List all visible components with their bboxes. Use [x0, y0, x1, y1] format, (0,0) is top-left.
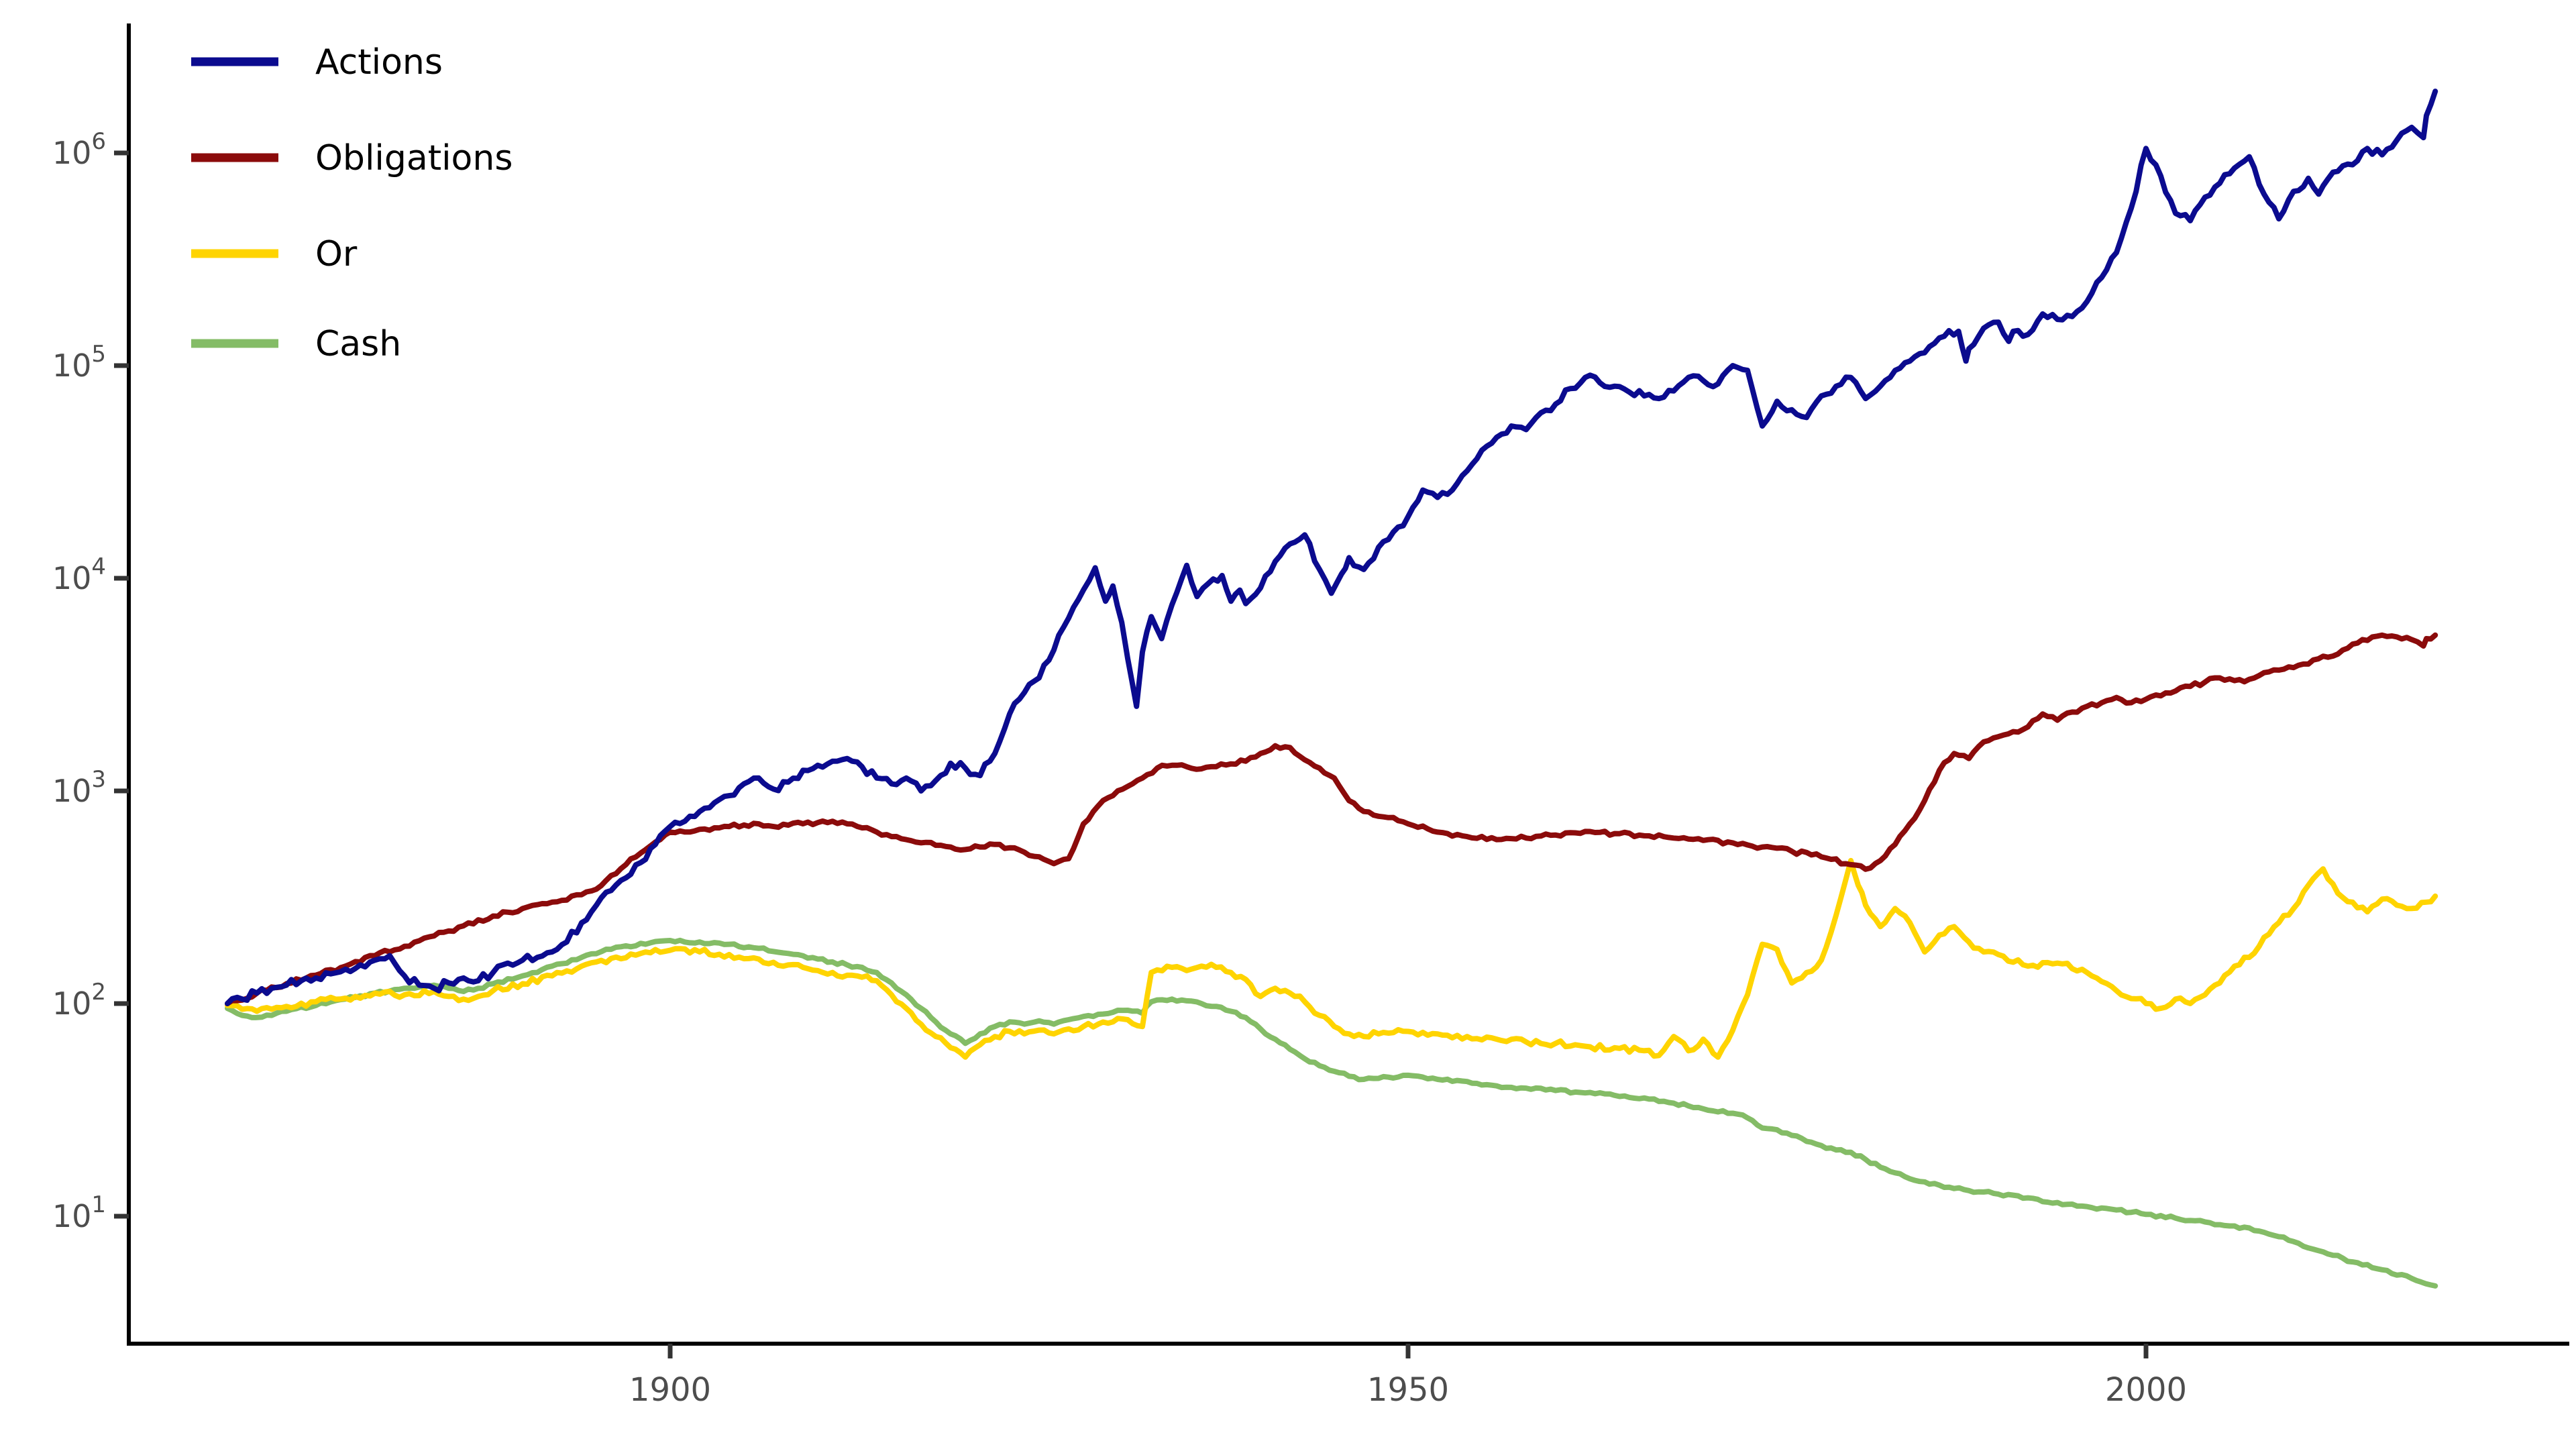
legend-label-cash: Cash — [315, 324, 401, 364]
y-tick-label: 106 — [52, 128, 106, 171]
y-tick-label: 105 — [52, 341, 106, 384]
series-line-actions — [225, 89, 2438, 1006]
legend-label-or: Or — [315, 234, 358, 274]
y-tick-label: 104 — [52, 553, 106, 596]
x-tick-label: 2000 — [2105, 1371, 2187, 1409]
legend-item-actions: Actions — [191, 42, 443, 83]
x-tick-label: 1950 — [1367, 1371, 1449, 1409]
legend-label-obligations: Obligations — [315, 138, 513, 178]
axes: 101 102 103 104 105 106 1900 1950 2000 — [52, 23, 2569, 1409]
legend-item-cash: Cash — [191, 324, 401, 364]
legend-item-or: Or — [191, 234, 358, 274]
y-tick-label: 101 — [52, 1191, 106, 1234]
series-lines — [225, 89, 2438, 1289]
y-tick-label: 102 — [52, 979, 106, 1022]
series-line-obligations — [225, 632, 2438, 1006]
series-line-or — [225, 857, 2438, 1060]
y-tick-label: 103 — [52, 766, 106, 809]
legend-label-actions: Actions — [315, 42, 443, 83]
legend-item-obligations: Obligations — [191, 138, 513, 178]
legend: Actions Obligations Or Cash — [191, 42, 513, 364]
series-line-cash — [225, 937, 2438, 1289]
x-tick-label: 1900 — [629, 1371, 711, 1409]
